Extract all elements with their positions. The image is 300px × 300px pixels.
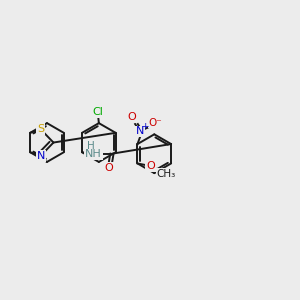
Text: N: N	[36, 151, 45, 161]
Text: CH₃: CH₃	[157, 169, 176, 179]
Text: O: O	[104, 163, 113, 173]
Text: O: O	[128, 112, 136, 122]
Text: H: H	[87, 141, 95, 151]
Text: S: S	[37, 124, 44, 134]
Text: N: N	[136, 127, 144, 136]
Text: O: O	[146, 161, 155, 171]
Text: NH: NH	[85, 149, 102, 159]
Text: +: +	[141, 122, 149, 130]
Text: Cl: Cl	[93, 107, 104, 117]
Text: O⁻: O⁻	[149, 118, 163, 128]
